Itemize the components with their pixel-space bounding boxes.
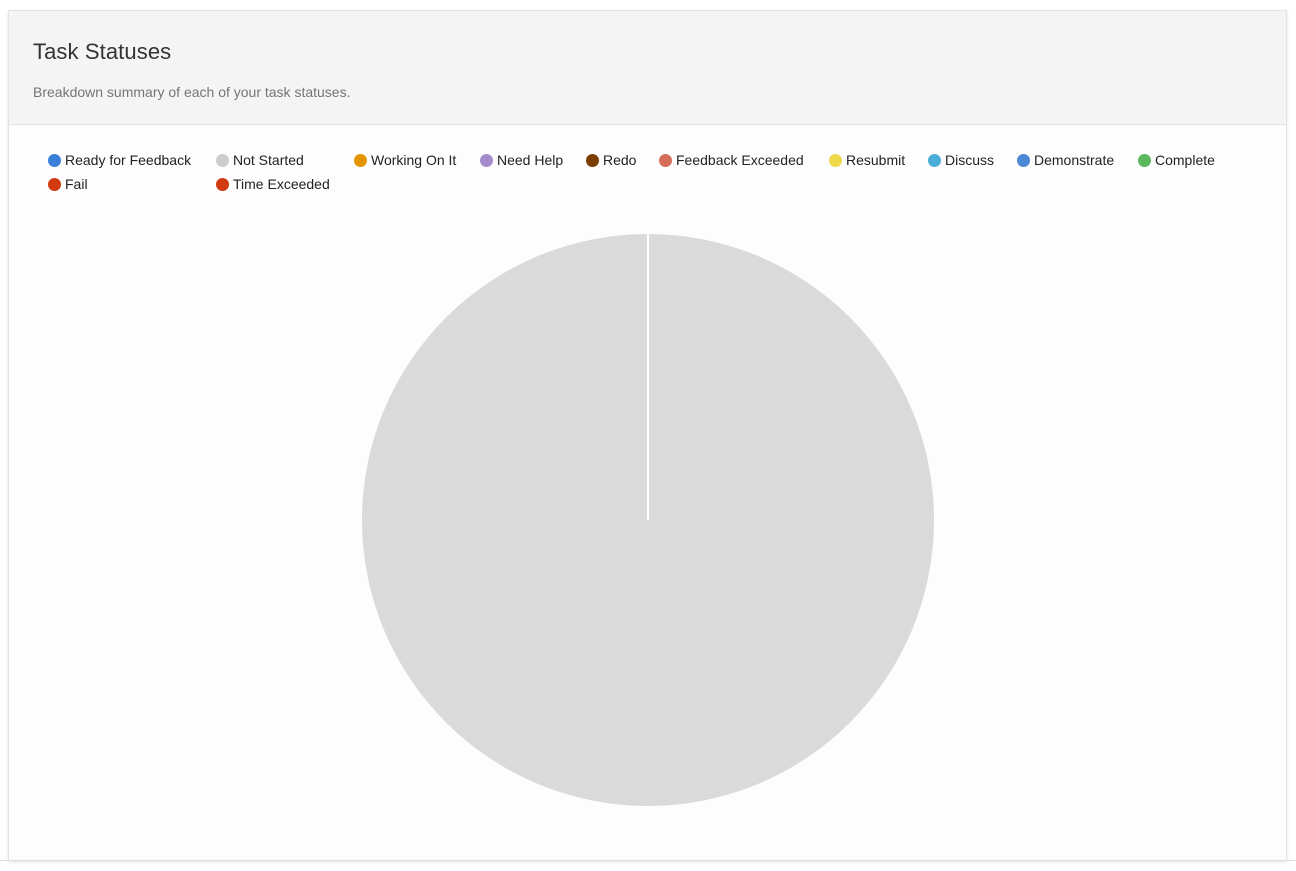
- legend-label: Fail: [65, 176, 88, 192]
- legend-label: Time Exceeded: [233, 176, 330, 192]
- legend-marker: [829, 153, 842, 167]
- legend-item-demonstrate[interactable]: Demonstrate: [1017, 152, 1114, 168]
- legend-item-redo[interactable]: Redo: [586, 152, 636, 168]
- legend-marker: [48, 153, 61, 167]
- legend-marker: [480, 153, 493, 167]
- legend-marker: [1017, 153, 1030, 167]
- legend-item-need-help[interactable]: Need Help: [480, 152, 563, 168]
- legend-marker: [659, 153, 672, 167]
- legend-item-complete[interactable]: Complete: [1138, 152, 1215, 168]
- legend-label: Feedback Exceeded: [676, 152, 804, 168]
- legend-label: Resubmit: [846, 152, 906, 168]
- legend-label: Working On It: [371, 152, 457, 168]
- legend-marker: [928, 153, 941, 167]
- legend-label: Complete: [1155, 152, 1215, 168]
- legend-item-working-on-it[interactable]: Working On It: [354, 152, 456, 168]
- legend-marker: [1138, 153, 1151, 167]
- legend-label: Need Help: [497, 152, 564, 168]
- legend-item-feedback-exceeded[interactable]: Feedback Exceeded: [659, 152, 804, 168]
- legend-item-ready-for-feedback[interactable]: Ready for Feedback: [48, 152, 191, 168]
- legend-item-time-exceeded[interactable]: Time Exceeded: [216, 176, 330, 192]
- card-title: Task Statuses: [33, 39, 172, 64]
- divider: [0, 860, 1296, 861]
- legend-marker: [354, 153, 367, 167]
- legend-label: Not Started: [233, 152, 304, 168]
- legend-marker: [216, 177, 229, 191]
- legend-item-resubmit[interactable]: Resubmit: [829, 152, 905, 168]
- chart-legend: Ready for Feedback Not Started Working On …: [0, 0, 1296, 192]
- legend-item-not-started[interactable]: Not Started: [216, 152, 304, 168]
- legend-label: Demonstrate: [1034, 152, 1115, 168]
- card-header: Task Statuses Breakdown summary of each …: [9, 11, 1286, 125]
- card-subtitle: Breakdown summary of each of your task s…: [33, 84, 351, 100]
- legend-item-discuss[interactable]: Discuss: [928, 152, 994, 168]
- legend-marker: [586, 153, 599, 167]
- legend-label: Ready for Feedback: [65, 152, 192, 168]
- legend-marker: [48, 177, 61, 191]
- legend-label: Redo: [603, 152, 637, 168]
- legend-item-fail[interactable]: Fail: [48, 176, 88, 192]
- legend-label: Discuss: [945, 152, 995, 168]
- legend-marker: [216, 153, 229, 167]
